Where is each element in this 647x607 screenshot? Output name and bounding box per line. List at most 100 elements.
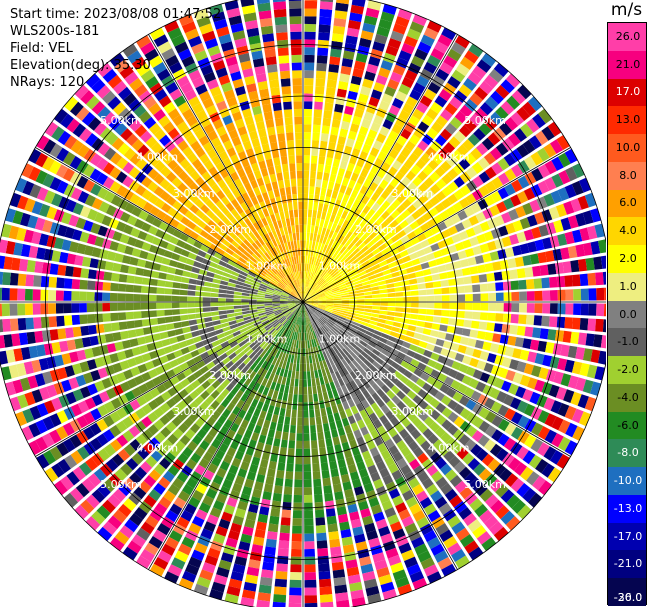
ppi-gate	[293, 316, 298, 324]
ppi-gate	[103, 111, 117, 126]
ppi-gate	[361, 450, 372, 461]
ppi-gate	[406, 246, 416, 255]
ppi-gate	[343, 145, 353, 155]
ppi-gate	[303, 417, 309, 426]
ppi-gate	[187, 284, 197, 291]
ppi-gate	[28, 245, 39, 259]
ppi-gate	[426, 309, 435, 315]
ppi-gate	[245, 446, 255, 456]
ppi-gate	[55, 303, 64, 314]
ppi-gate	[205, 199, 215, 209]
ppi-gate	[511, 303, 520, 313]
ppi-gate	[309, 186, 315, 195]
ppi-gate	[180, 249, 190, 258]
ppi-gate	[345, 212, 353, 222]
ppi-gate	[335, 96, 346, 106]
ppi-gate	[304, 85, 314, 94]
ppi-gate	[287, 300, 296, 302]
ppi-gate	[145, 136, 158, 149]
ppi-gate	[366, 377, 375, 386]
ppi-gate	[195, 109, 208, 121]
ppi-gate	[396, 263, 406, 271]
ppi-gate	[118, 86, 132, 101]
ppi-gate	[339, 184, 347, 194]
ppi-gate	[287, 284, 294, 291]
ppi-gate	[245, 277, 254, 283]
ppi-gate	[213, 370, 223, 380]
ppi-gate	[350, 326, 358, 333]
ppi-gate	[434, 391, 445, 402]
ppi-gate	[329, 329, 336, 337]
ppi-gate	[318, 439, 326, 448]
ppi-gate	[53, 237, 64, 250]
ppi-gate	[72, 266, 82, 278]
ppi-gate	[579, 362, 590, 377]
ppi-gate	[252, 373, 261, 382]
ppi-gate	[249, 341, 257, 349]
ppi-gate	[333, 182, 341, 192]
ppi-gate	[315, 86, 325, 95]
ppi-gate	[327, 374, 333, 383]
ppi-gate	[180, 510, 194, 522]
ppi-gate	[281, 219, 287, 228]
ppi-gate	[244, 478, 255, 489]
ppi-gate	[68, 377, 79, 390]
ppi-gate	[437, 264, 447, 273]
ppi-gate	[165, 421, 177, 433]
ppi-gate	[270, 197, 277, 207]
ppi-gate	[207, 445, 218, 456]
ppi-gate	[508, 208, 519, 221]
ppi-gate	[306, 316, 309, 325]
ppi-gate	[161, 48, 176, 61]
ppi-gate	[286, 321, 292, 329]
ppi-gate	[131, 346, 142, 356]
ppi-gate	[349, 123, 360, 133]
ppi-gate	[20, 244, 31, 258]
ppi-gate	[250, 285, 259, 290]
ppi-gate	[493, 323, 503, 333]
ppi-gate	[307, 340, 310, 349]
colorbar-segment	[608, 356, 646, 385]
ppi-gate	[193, 583, 209, 596]
ppi-gate	[372, 302, 381, 306]
ppi-gate	[235, 318, 245, 324]
ppi-gate	[313, 233, 318, 242]
ppi-gate	[491, 429, 504, 442]
ppi-gate	[602, 271, 606, 285]
ppi-gate	[270, 87, 281, 96]
ppi-gate	[216, 404, 226, 415]
ppi-gate	[560, 344, 570, 357]
ppi-gate	[464, 98, 478, 112]
ppi-gate	[206, 348, 216, 356]
ppi-gate	[345, 98, 356, 108]
ppi-gate	[312, 322, 317, 331]
ppi-gate	[211, 456, 222, 467]
ppi-gate	[247, 189, 256, 199]
ppi-gate	[441, 27, 457, 41]
ppi-gate	[126, 275, 135, 284]
ppi-gate	[349, 155, 358, 165]
ppi-gate	[161, 153, 173, 165]
ppi-gate	[317, 306, 325, 311]
ppi-gate	[179, 296, 188, 302]
ppi-gate	[353, 261, 362, 269]
ppi-gate	[307, 378, 312, 387]
ppi-gate	[231, 327, 240, 334]
ppi-gate	[271, 94, 281, 104]
ppi-gate	[550, 190, 563, 204]
ppi-gate	[173, 349, 183, 358]
ppi-gate	[316, 171, 323, 180]
ppi-gate	[178, 577, 194, 590]
ppi-gate	[285, 266, 291, 275]
range-ring-label: 2.00km	[209, 223, 251, 236]
ppi-gate	[256, 299, 265, 302]
ppi-gate	[429, 398, 440, 409]
ppi-gate	[516, 483, 531, 498]
ppi-gate	[516, 361, 527, 373]
ppi-gate	[253, 321, 262, 327]
ppi-gate	[333, 300, 342, 302]
ppi-gate	[366, 327, 375, 334]
ppi-gate	[153, 173, 165, 185]
ppi-gate	[191, 434, 203, 446]
ppi-gate	[307, 271, 311, 280]
